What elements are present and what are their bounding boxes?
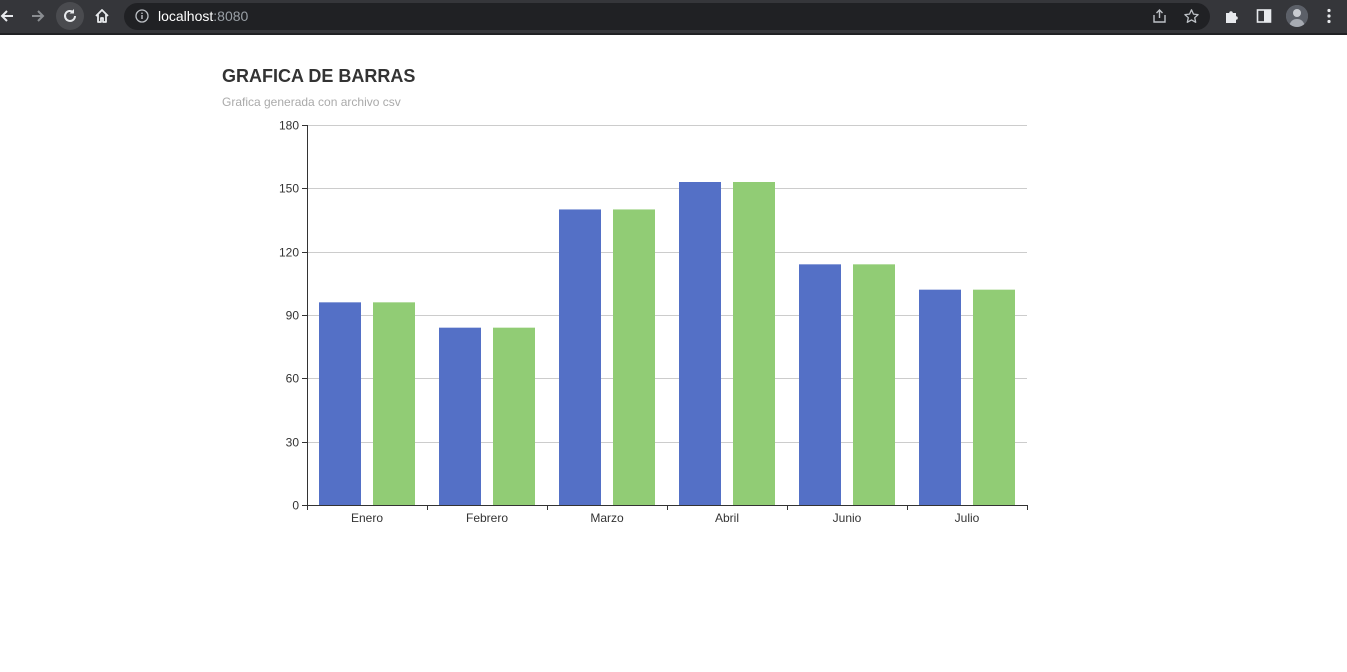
reload-icon [64,9,76,22]
bar [973,289,1015,505]
reload-button[interactable] [56,2,84,30]
axes [302,125,1028,510]
bar [733,182,775,505]
home-icon [95,9,109,23]
bar [493,327,535,505]
address-bar[interactable]: localhost:8080 [124,3,1210,30]
bar [373,302,415,505]
chart-title: GRAFICA DE BARRAS [222,66,416,86]
bar [799,264,841,505]
x-tick-label: Febrero [466,511,508,525]
arrow-left-icon [0,10,13,22]
grid-lines [307,125,1027,443]
x-tick-label: Junio [833,511,862,525]
star-icon [1184,9,1199,23]
back-button[interactable] [0,2,21,30]
chart-subtitle: Grafica generada con archivo csv [222,95,401,109]
y-tick-label: 120 [279,246,299,260]
bar [853,264,895,505]
url-port: :8080 [213,8,249,24]
forward-button[interactable] [24,2,52,30]
y-tick-label: 150 [279,182,299,196]
bookmark-button[interactable] [1183,8,1200,25]
kebab-menu-icon [1327,8,1331,24]
share-icon [1153,9,1166,23]
x-tick-label: Julio [955,511,980,525]
puzzle-icon [1226,11,1238,23]
home-button[interactable] [88,2,116,30]
profile-avatar[interactable] [1286,5,1308,27]
axis-labels: 0 30 60 90 120 150 180 Enero Febrero Marzo Abril Ju… [279,119,980,526]
x-tick-label: Abril [715,511,739,525]
bar [613,209,655,505]
arrow-right-icon [32,10,45,22]
url-host: localhost [158,8,214,24]
extensions-button[interactable] [1223,7,1241,25]
info-icon[interactable] [135,9,149,23]
bar [919,289,961,505]
y-tick-label: 180 [279,119,299,133]
share-button[interactable] [1151,8,1168,25]
bar [679,182,721,505]
side-panel-icon [1256,9,1272,23]
side-panel-button[interactable] [1255,7,1273,25]
browser-toolbar: localhost:8080 [0,0,1347,35]
bar [559,209,601,505]
bars [319,182,1015,505]
y-tick-label: 90 [286,309,300,323]
avatar-image [1286,5,1308,27]
bar [319,302,361,505]
menu-button[interactable] [1320,7,1338,25]
url-text[interactable]: localhost:8080 [158,8,248,25]
bar [439,327,481,505]
y-tick-label: 30 [286,436,300,450]
x-tick-label: Enero [351,511,383,525]
y-tick-label: 60 [286,372,300,386]
y-tick-label: 0 [292,499,299,513]
x-tick-label: Marzo [590,511,624,525]
